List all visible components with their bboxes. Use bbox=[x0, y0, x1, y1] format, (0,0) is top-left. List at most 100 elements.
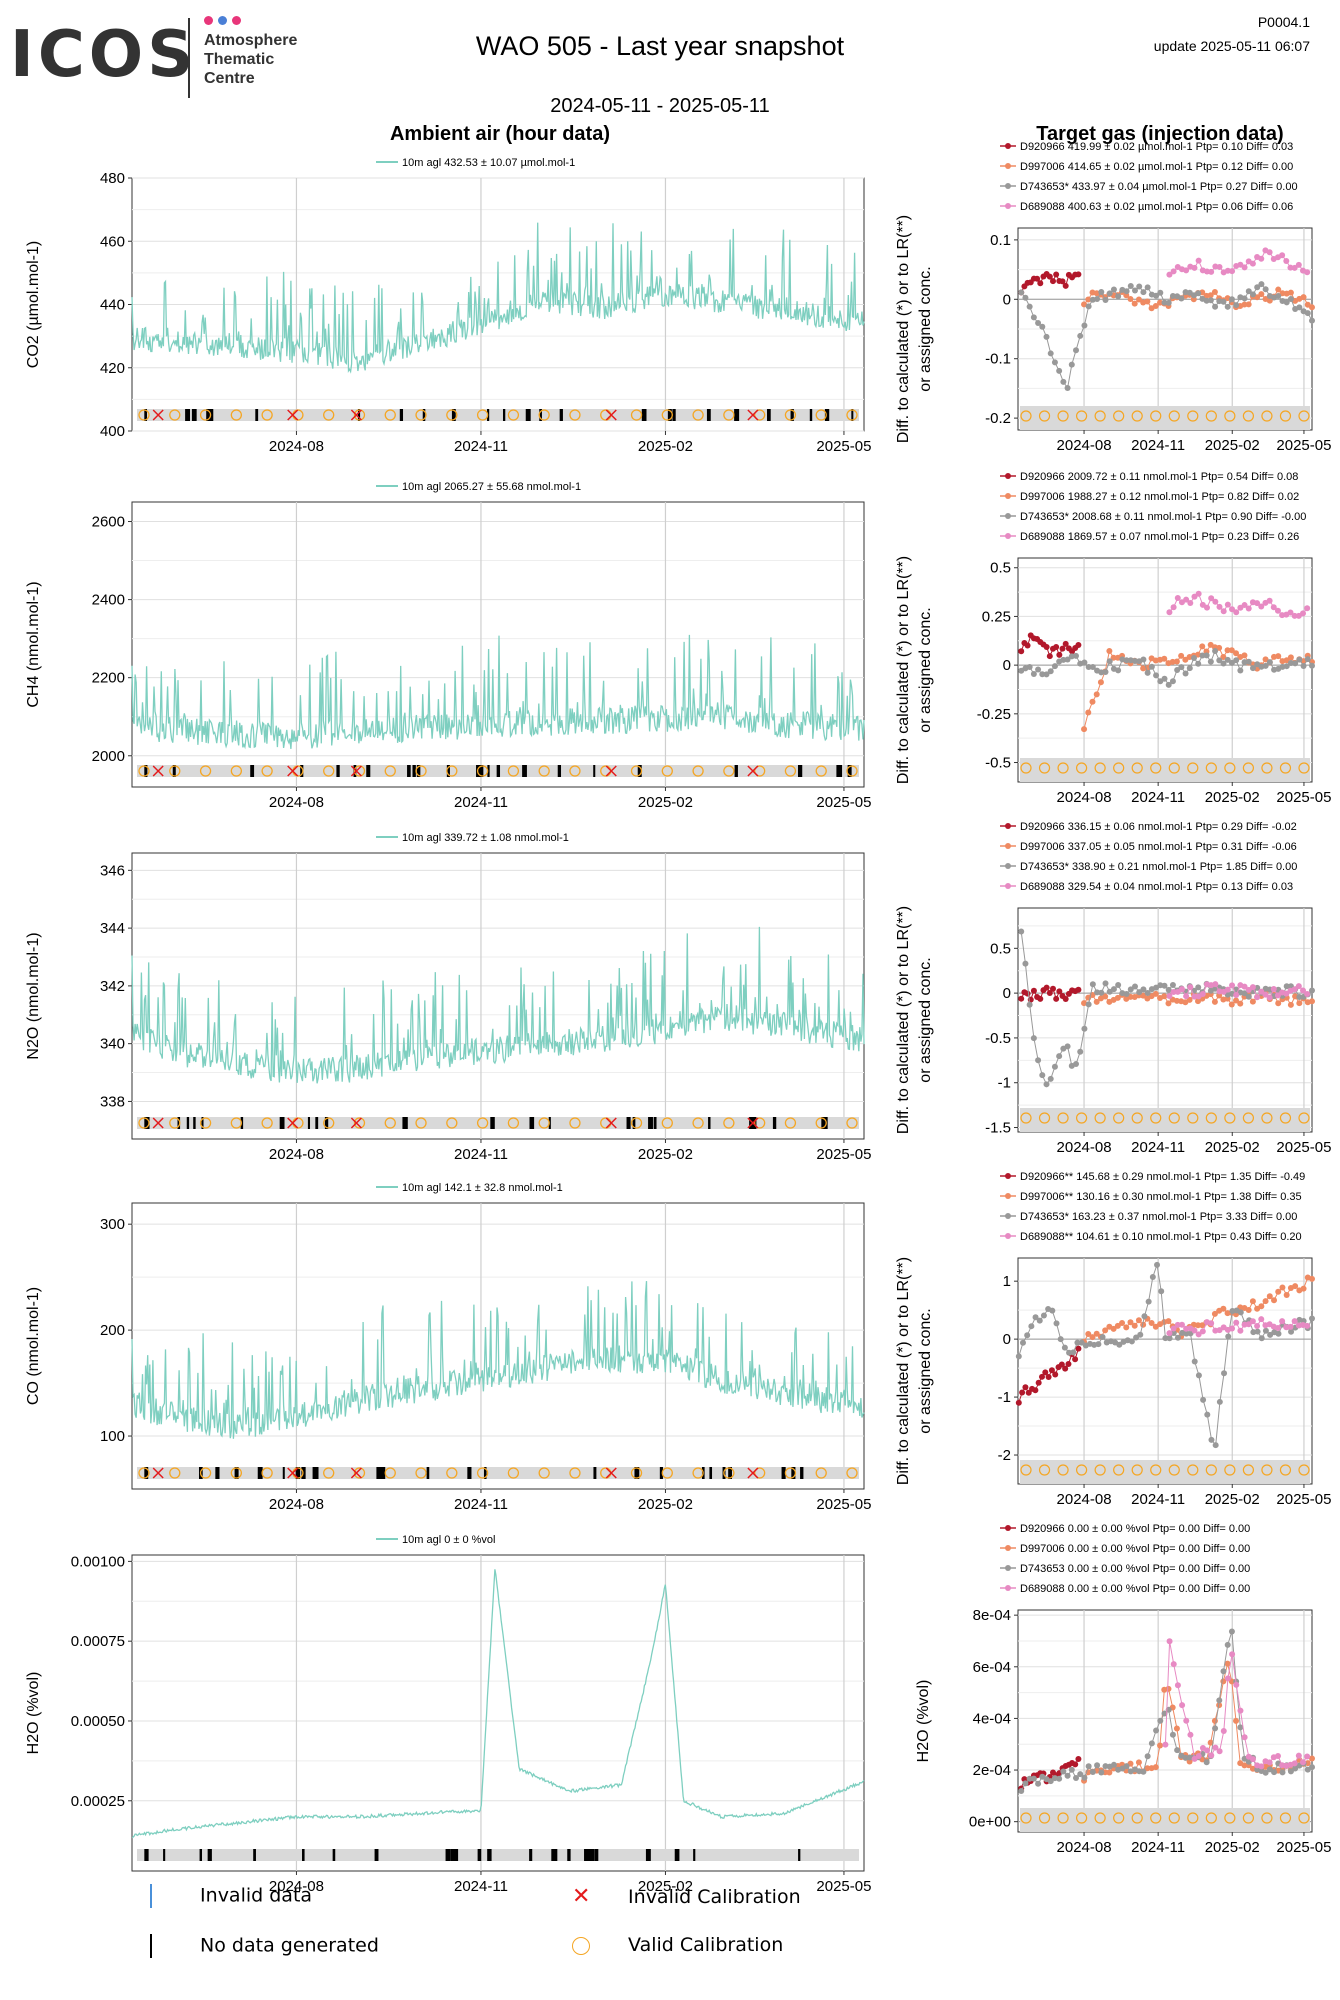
co_target-legend-dot-D743653 bbox=[1005, 1213, 1011, 1219]
h2o_ambient-no-data-mark bbox=[584, 1849, 589, 1861]
logo-divider bbox=[188, 18, 190, 98]
n2o_ambient-no-data-mark bbox=[324, 1117, 329, 1129]
n2o_target-valid-cal-mark bbox=[1168, 1112, 1180, 1124]
legend-invalid-data-label: Invalid data bbox=[200, 1884, 313, 1907]
h2o_ambient-no-data-mark bbox=[374, 1849, 379, 1861]
co_target-legend-label-D997006: D997006** 130.16 ± 0.30 nmol.mol-1 Ptp= … bbox=[1020, 1191, 1302, 1203]
n2o_target-valid-cal-mark bbox=[1205, 1112, 1217, 1124]
page-title: WAO 505 - Last year snapshot bbox=[475, 31, 845, 61]
co2_ambient-no-data-mark bbox=[255, 409, 259, 421]
co_target-valid-cal-mark bbox=[1205, 1464, 1217, 1476]
ch4_target-ylabel-line1: Diff. to calculated (*) or to LR(**) bbox=[895, 556, 912, 784]
co_target-valid-cal-mark bbox=[1242, 1464, 1255, 1476]
h2o_ambient-xtick-label: 2025-02 bbox=[638, 1878, 693, 1895]
co2_ambient-valid-cal-mark bbox=[384, 409, 396, 421]
h2o_target-xtick-label: 2025-05 bbox=[1276, 1839, 1331, 1856]
ch4_target-panel bbox=[1017, 557, 1313, 783]
ch4_ambient-no-data-mark bbox=[477, 765, 482, 777]
ch4_target-xtick-label: 2024-08 bbox=[1057, 789, 1112, 806]
h2o_ambient-panel bbox=[131, 1554, 865, 1872]
co_ambient-invalid-cal-mark bbox=[605, 1467, 617, 1479]
co2_ambient-valid-cal-mark bbox=[261, 409, 273, 421]
h2o_target-legend-label-D689088: D689088 0.00 ± 0.00 %vol Ptp= 0.00 Diff=… bbox=[1020, 1583, 1250, 1595]
ch4_ambient-no-data-mark bbox=[412, 765, 416, 777]
ch4_target-valid-cal-mark bbox=[1187, 762, 1199, 774]
co2_target-valid-cal-mark bbox=[1057, 410, 1069, 422]
ch4_ambient-no-data-mark bbox=[250, 765, 255, 777]
co_ambient-valid-cal-mark bbox=[384, 1467, 396, 1479]
ch4_ambient-valid-cal-mark bbox=[323, 765, 335, 777]
co2_ambient-no-data-mark bbox=[357, 409, 361, 421]
n2o_ambient-ytick-label: 338 bbox=[100, 1093, 125, 1110]
co2_ambient-no-data-mark bbox=[209, 409, 214, 421]
co2_ambient-no-data-mark bbox=[451, 409, 456, 421]
co2_ambient-invalid-cal-mark bbox=[747, 409, 759, 421]
co2_ambient-invalid-cal-mark bbox=[605, 409, 617, 421]
n2o_ambient-no-data-mark bbox=[490, 1117, 495, 1129]
ch4_ambient-no-data-mark bbox=[557, 765, 562, 777]
ch4_ambient-valid-cal-mark bbox=[569, 765, 581, 777]
ch4_ambient-valid-cal-mark bbox=[169, 765, 181, 777]
co_ambient-no-data-mark bbox=[659, 1467, 663, 1479]
left-heading: Ambient air (hour data) bbox=[389, 123, 610, 145]
co_target-valid-cal-mark bbox=[1261, 1464, 1273, 1476]
ch4_ambient-valid-cal-mark bbox=[846, 765, 858, 777]
co_ambient-no-data-mark bbox=[282, 1467, 285, 1479]
co2_target-legend-dot-D920966 bbox=[1005, 143, 1011, 149]
co2_target-valid-cal-mark bbox=[1224, 410, 1236, 422]
n2o_ambient-no-data-mark bbox=[653, 1117, 657, 1129]
co2_ambient-series-line bbox=[131, 222, 865, 374]
co_ambient-no-data-mark bbox=[800, 1467, 804, 1479]
n2o_ambient-legend-label: 10m agl 339.72 ± 1.08 nmol.mol-1 bbox=[402, 832, 569, 844]
ch4_target-flag-strip bbox=[1020, 758, 1310, 782]
n2o_target-valid-cal-mark bbox=[1038, 1112, 1051, 1124]
h2o_ambient-no-data-mark bbox=[332, 1849, 336, 1861]
n2o_ambient-no-data-mark bbox=[402, 1117, 408, 1129]
n2o_ambient-valid-cal-mark bbox=[507, 1117, 520, 1129]
co_target-xtick-label: 2024-11 bbox=[1131, 1491, 1185, 1508]
ch4_ambient-ytick-label: 2000 bbox=[92, 748, 125, 765]
co_ambient-xtick-label: 2025-05 bbox=[816, 1496, 871, 1513]
n2o_ambient-no-data-mark bbox=[315, 1117, 319, 1129]
co_target-valid-cal-mark bbox=[1038, 1464, 1051, 1476]
ch4_ambient-valid-cal-mark bbox=[353, 765, 366, 777]
co_ambient-valid-cal-mark bbox=[723, 1467, 735, 1479]
h2o_target-valid-cal-mark bbox=[1131, 1812, 1143, 1824]
logo-sub-3: Centre bbox=[204, 70, 255, 87]
co2_ambient-no-data-mark bbox=[809, 409, 813, 421]
ch4_ambient-no-data-mark bbox=[144, 765, 148, 777]
ch4_ambient-series-line bbox=[131, 634, 865, 750]
h2o_target-legend-dot-D743653 bbox=[1005, 1565, 1011, 1571]
co2_ambient-valid-cal-mark bbox=[507, 409, 520, 421]
ch4_ambient-valid-cal-mark bbox=[630, 765, 643, 777]
co2_ambient-no-data-mark bbox=[191, 409, 197, 421]
n2o_target-valid-cal-mark bbox=[1131, 1112, 1143, 1124]
ch4_target-valid-cal-mark bbox=[1298, 762, 1310, 774]
n2o_ambient-valid-cal-mark bbox=[384, 1117, 396, 1129]
ch4_ambient-no-data-mark bbox=[336, 765, 340, 777]
co2_target-xtick-label: 2024-11 bbox=[1131, 437, 1185, 454]
co2_target-xtick-label: 2025-02 bbox=[1205, 437, 1260, 454]
ch4_ambient-no-data-mark bbox=[836, 765, 841, 777]
h2o_ambient-no-data-mark bbox=[645, 1849, 651, 1861]
co2_ambient-legend-label: 10m agl 432.53 ± 10.07 µmol.mol-1 bbox=[402, 157, 575, 169]
co2_ambient-invalid-cal-mark bbox=[152, 409, 164, 421]
co_ambient-valid-cal-mark bbox=[630, 1467, 643, 1479]
co_ambient-valid-cal-mark bbox=[169, 1467, 181, 1479]
co_target-ytick-label: -2 bbox=[998, 1447, 1011, 1464]
ch4_ambient-valid-cal-mark bbox=[261, 765, 273, 777]
h2o_target-legend-dot-D920966 bbox=[1005, 1525, 1011, 1531]
legend-no-data-label: No data generated bbox=[200, 1934, 379, 1957]
h2o_target-valid-cal-mark bbox=[1261, 1812, 1273, 1824]
h2o_ambient-xtick-label: 2024-11 bbox=[454, 1878, 508, 1895]
h2o_target-point-D743653 bbox=[1018, 1788, 1025, 1795]
valid-cal-icon bbox=[572, 1936, 590, 1955]
n2o_target-valid-cal-mark bbox=[1261, 1112, 1273, 1124]
co2_target-valid-cal-mark bbox=[1187, 410, 1199, 422]
ch4_target-legend-label-D689088: D689088 1869.57 ± 0.07 nmol.mol-1 Ptp= 0… bbox=[1020, 531, 1299, 543]
co2_ambient-valid-cal-mark bbox=[723, 409, 735, 421]
co2_target-valid-cal-mark bbox=[1168, 410, 1180, 422]
co_ambient-valid-cal-mark bbox=[415, 1467, 427, 1479]
ch4_ambient-valid-cal-mark bbox=[415, 765, 427, 777]
co2_ambient-valid-cal-mark bbox=[784, 409, 797, 421]
